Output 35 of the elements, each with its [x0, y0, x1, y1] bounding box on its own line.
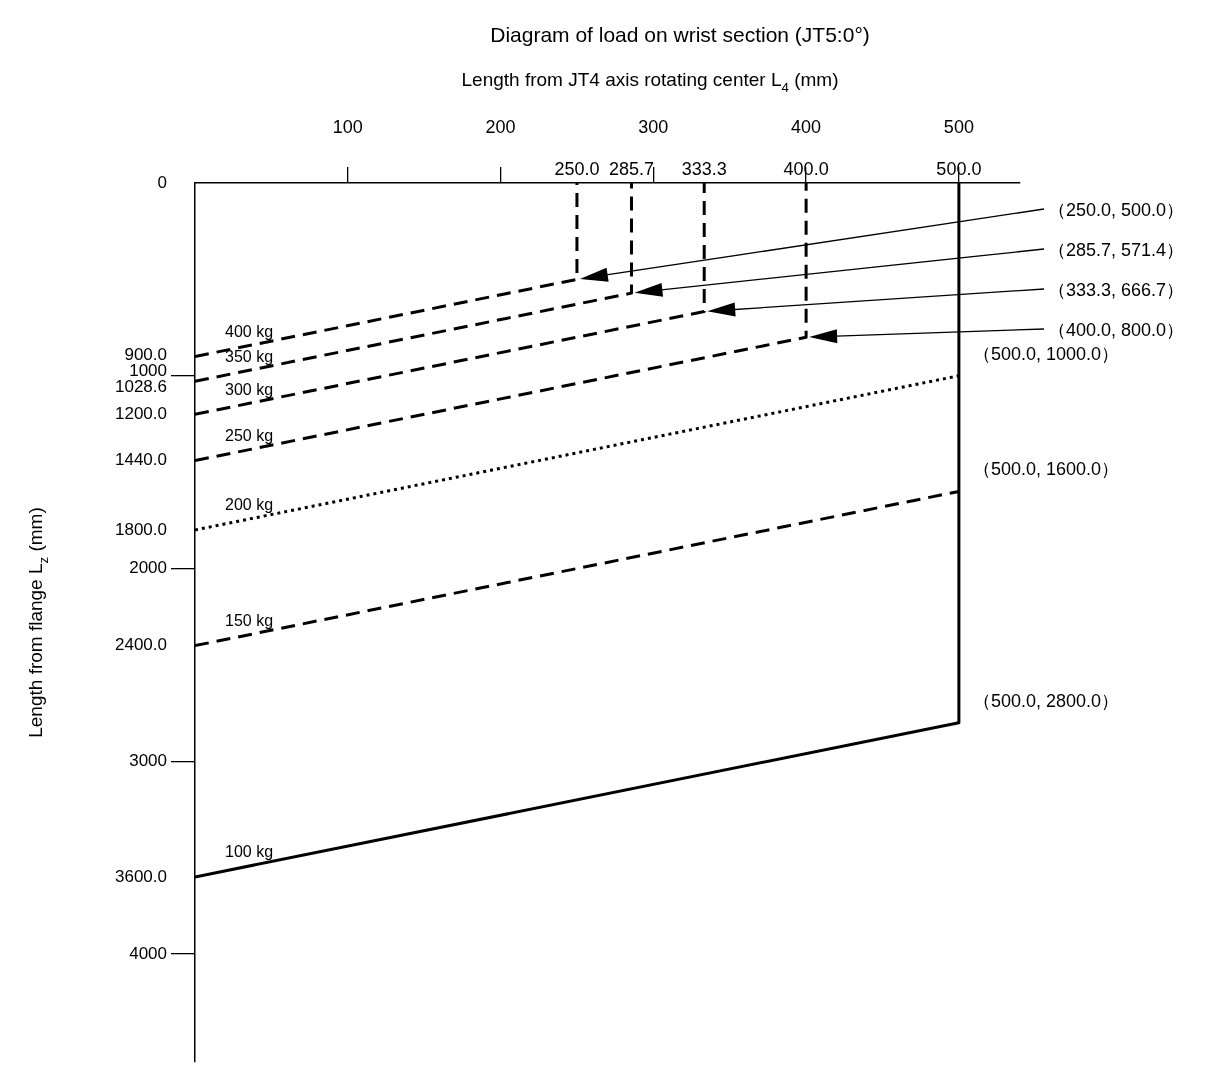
y-tick-label: 4000 — [129, 943, 167, 963]
annotation: 400.0 — [783, 159, 829, 179]
annotation: 285.7 — [608, 159, 655, 179]
annotation: （500.0, 2800.0） — [972, 690, 1119, 711]
text: （250.0, 500.0） — [1048, 200, 1185, 220]
series-label: 300 kg — [225, 380, 274, 398]
y-tick-label: 1200.0 — [115, 404, 167, 423]
y-tick-label: 0 — [157, 172, 167, 192]
text: （285.7, 571.4） — [1048, 240, 1185, 260]
series-label: 400 kg — [225, 322, 274, 340]
series-label: 350 kg — [225, 347, 274, 365]
annotation: （500.0, 1600.0） — [972, 459, 1119, 480]
x-tick-label: 400 — [791, 117, 822, 138]
series-label: 200 kg — [225, 496, 274, 514]
chart-title: Diagram of load on wrist section (JT5:0°) — [490, 23, 870, 46]
text: （400.0, 800.0） — [1048, 320, 1185, 340]
series-label: 150 kg — [225, 611, 274, 629]
x-tick-label: 500 — [943, 117, 974, 138]
y-tick-label: 1800.0 — [115, 519, 167, 539]
y-tick-label: 3000 — [129, 750, 167, 770]
text: （333.3, 666.7） — [1048, 280, 1185, 300]
annotation: 333.3 — [681, 159, 727, 179]
annotation: 250.0 — [554, 159, 600, 179]
series-label: 100 kg — [225, 843, 274, 861]
y-axis-title: Length from flange Lz (mm) — [25, 507, 51, 738]
series-label: 250 kg — [225, 426, 274, 444]
y-tick-label: 1440.0 — [115, 450, 167, 470]
x-tick-label: 100 — [332, 117, 363, 138]
annotation: 500.0 — [936, 159, 982, 179]
annotation: （500.0, 1000.0） — [972, 343, 1119, 364]
y-tick-label: 2000 — [129, 558, 167, 578]
y-tick-label: 2400.0 — [115, 635, 167, 655]
x-tick-label: 200 — [485, 117, 516, 138]
x-tick-label: 300 — [638, 117, 669, 138]
y-tick-label: 3600.0 — [115, 866, 167, 886]
